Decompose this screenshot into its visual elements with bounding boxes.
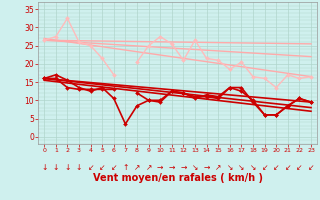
Text: →: → bbox=[169, 163, 175, 172]
Text: ↓: ↓ bbox=[52, 163, 59, 172]
Text: →: → bbox=[157, 163, 164, 172]
Text: ↙: ↙ bbox=[273, 163, 279, 172]
Text: ↙: ↙ bbox=[284, 163, 291, 172]
Text: ↙: ↙ bbox=[296, 163, 303, 172]
Text: ↘: ↘ bbox=[227, 163, 233, 172]
Text: ↓: ↓ bbox=[41, 163, 47, 172]
Text: ↗: ↗ bbox=[215, 163, 221, 172]
Text: ↙: ↙ bbox=[261, 163, 268, 172]
Text: ↓: ↓ bbox=[76, 163, 82, 172]
Text: ↙: ↙ bbox=[111, 163, 117, 172]
Text: ↘: ↘ bbox=[238, 163, 244, 172]
Text: ↑: ↑ bbox=[122, 163, 129, 172]
Text: ↘: ↘ bbox=[250, 163, 256, 172]
Text: ↙: ↙ bbox=[308, 163, 314, 172]
Text: →: → bbox=[180, 163, 187, 172]
Text: ↙: ↙ bbox=[99, 163, 105, 172]
Text: ↘: ↘ bbox=[192, 163, 198, 172]
Text: ↗: ↗ bbox=[145, 163, 152, 172]
X-axis label: Vent moyen/en rafales ( km/h ): Vent moyen/en rafales ( km/h ) bbox=[92, 173, 263, 183]
Text: ↗: ↗ bbox=[134, 163, 140, 172]
Text: →: → bbox=[204, 163, 210, 172]
Text: ↙: ↙ bbox=[87, 163, 94, 172]
Text: ↓: ↓ bbox=[64, 163, 71, 172]
